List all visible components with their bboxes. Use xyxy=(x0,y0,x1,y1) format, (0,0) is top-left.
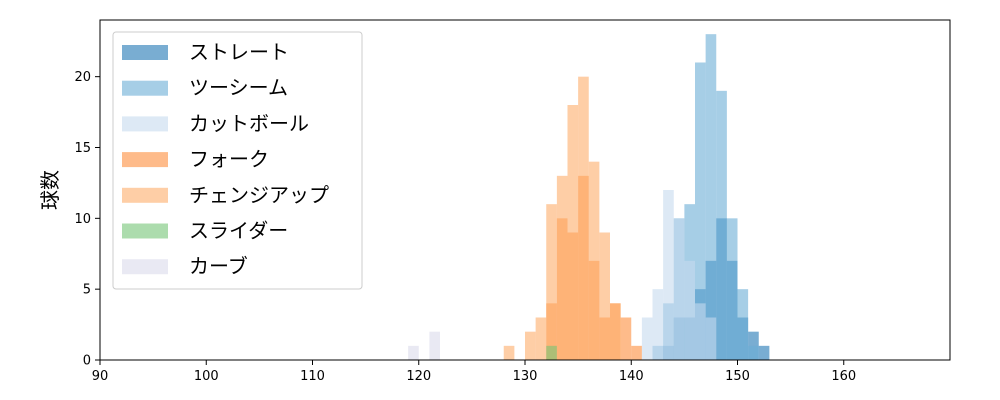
x-tick-label: 150 xyxy=(725,369,750,384)
histogram-bar xyxy=(588,161,600,360)
legend-swatch xyxy=(122,45,168,60)
histogram-bar xyxy=(737,289,749,360)
legend-label: カーブ xyxy=(189,254,248,278)
x-tick-label: 160 xyxy=(831,369,856,384)
y-tick-label: 15 xyxy=(74,141,91,156)
histogram-bar xyxy=(535,317,547,360)
x-axis: 90 100 110 120 130 140 150 160 xyxy=(92,360,856,384)
histogram-bar xyxy=(641,317,653,360)
legend-swatch xyxy=(122,187,168,203)
histogram-bar xyxy=(546,345,557,360)
y-tick-label: 20 xyxy=(74,70,91,85)
histogram-bar xyxy=(546,204,557,360)
histogram-bar xyxy=(599,232,610,360)
histogram-bar xyxy=(748,331,759,360)
histogram-bar xyxy=(556,175,568,360)
histogram-bar xyxy=(716,90,727,360)
histogram-bar xyxy=(663,190,674,360)
histogram-bar xyxy=(695,62,706,360)
histogram-bar xyxy=(758,345,770,360)
y-tick-label: 5 xyxy=(83,283,91,298)
histogram-bar xyxy=(578,76,589,361)
bars-layer xyxy=(408,34,770,361)
histogram-bar xyxy=(652,289,664,360)
legend-swatch xyxy=(122,223,168,239)
histogram-bar xyxy=(610,303,621,360)
legend-label: カットボール xyxy=(189,111,309,135)
legend-label: ストレート xyxy=(189,40,289,64)
y-axis-label: 球数 xyxy=(38,170,62,210)
histogram-bar xyxy=(620,317,632,360)
legend-swatch xyxy=(122,152,168,168)
histogram-bar xyxy=(748,345,759,360)
y-axis: 0 5 10 15 20 xyxy=(74,70,100,369)
legend-swatch xyxy=(122,259,168,275)
histogram-bar xyxy=(695,303,706,360)
histogram-bar xyxy=(673,218,685,360)
x-tick-label: 110 xyxy=(300,369,325,384)
y-tick-label: 0 xyxy=(83,354,91,369)
x-tick-label: 90 xyxy=(92,369,109,384)
histogram-bar xyxy=(684,260,695,360)
histogram-bar xyxy=(705,34,717,361)
legend-label: スライダー xyxy=(189,219,288,243)
y-tick-label: 10 xyxy=(74,212,91,227)
histogram-bar xyxy=(726,218,738,360)
histogram-bar xyxy=(631,345,642,360)
x-tick-label: 100 xyxy=(194,369,219,384)
x-tick-label: 130 xyxy=(513,369,538,384)
histogram-bar xyxy=(408,345,419,360)
histogram-bar xyxy=(705,317,717,360)
histogram-bar xyxy=(567,105,579,360)
legend-label: ツーシーム xyxy=(189,76,288,100)
legend-label: チェンジアップ xyxy=(189,183,329,207)
legend-swatch xyxy=(122,116,168,132)
x-tick-label: 120 xyxy=(406,369,431,384)
histogram-bar xyxy=(503,345,515,360)
histogram-bar xyxy=(429,331,440,360)
legend-swatch xyxy=(122,80,168,96)
x-tick-label: 140 xyxy=(619,369,644,384)
legend-box xyxy=(112,31,363,290)
histogram-bar xyxy=(525,331,536,360)
legend-label: フォーク xyxy=(189,147,269,171)
